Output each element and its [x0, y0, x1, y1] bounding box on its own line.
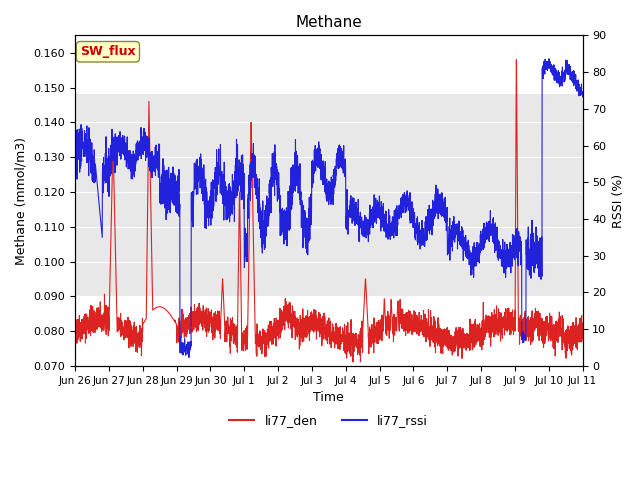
Title: Methane: Methane — [296, 15, 362, 30]
Text: SW_flux: SW_flux — [80, 45, 136, 58]
Legend: li77_den, li77_rssi: li77_den, li77_rssi — [225, 409, 433, 432]
Y-axis label: Methane (mmol/m3): Methane (mmol/m3) — [15, 137, 28, 264]
Bar — [75, 95, 582, 296]
Y-axis label: RSSI (%): RSSI (%) — [612, 174, 625, 228]
X-axis label: Time: Time — [314, 391, 344, 404]
